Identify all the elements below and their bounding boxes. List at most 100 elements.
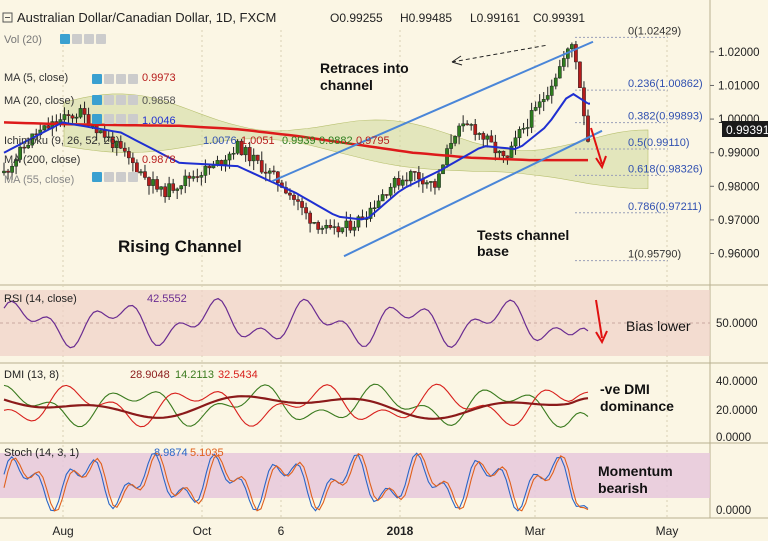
add-icon[interactable]: [116, 74, 126, 84]
dmi-plus-line: [3, 383, 589, 428]
candle-body: [6, 170, 10, 173]
candle-body: [485, 135, 490, 140]
candle-body: [255, 154, 260, 161]
price-tick-label: 0.99000: [718, 148, 760, 160]
candle-body: [199, 175, 204, 178]
fibonacci-levels: 0(1.02429) 0.236(1.00862) 0.382(0.99893) 0.…: [575, 25, 703, 262]
candle-body: [557, 66, 562, 79]
candle-body: [118, 141, 123, 149]
price-tick-label: 1.02000: [718, 47, 760, 59]
candle-body: [195, 176, 200, 178]
settings-icon[interactable]: [104, 114, 114, 124]
stoch-d-line: [3, 452, 589, 512]
add-icon[interactable]: [116, 95, 126, 105]
close-icon[interactable]: [128, 172, 138, 182]
candle-body: [453, 136, 457, 144]
close-icon[interactable]: [128, 74, 138, 84]
ma200-label: MA (200, close): [4, 154, 80, 166]
add-icon[interactable]: [84, 34, 94, 44]
chart-title: Australian Dollar/Canadian Dollar, 1D, F…: [17, 10, 276, 25]
ohlc-low: L0.99161: [470, 11, 520, 25]
ma5-value: 0.9973: [142, 72, 176, 84]
candle-body: [384, 194, 389, 196]
rsi-arrow-head: [595, 330, 608, 345]
time-tick-label: Mar: [525, 524, 546, 538]
ma20-label: MA (20, close): [4, 95, 74, 107]
candle-body: [151, 179, 155, 186]
settings-icon[interactable]: [72, 34, 82, 44]
annotation-tests-base: Tests channel base: [477, 227, 569, 259]
candle-body: [429, 181, 433, 183]
candle-body: [179, 185, 184, 190]
candle-body: [207, 165, 212, 169]
ma55-label: MA (55, close): [4, 174, 74, 186]
candle-body: [78, 108, 83, 118]
candle-body: [159, 186, 163, 190]
ohlc-close: C0.99391: [533, 11, 585, 25]
candle-body: [191, 176, 196, 179]
candle-body: [10, 165, 14, 173]
candle-body: [404, 179, 409, 182]
settings-icon[interactable]: [104, 95, 114, 105]
ichimoku-v2: 1.0051: [241, 135, 275, 147]
annotation-retraces: Retraces into channel: [320, 60, 409, 93]
fib-level-label: 0.382(0.99893): [628, 111, 703, 123]
annotation-rising-channel: Rising Channel: [118, 237, 242, 256]
channel-upper-line: [271, 40, 594, 183]
add-icon[interactable]: [116, 114, 126, 124]
time-tick-label: Aug: [52, 524, 73, 538]
collapse-icon[interactable]: [2, 12, 13, 23]
stoch-d-value: 5.1035: [190, 447, 224, 459]
add-icon[interactable]: [116, 172, 126, 182]
candle-body: [122, 147, 127, 152]
eye-icon[interactable]: [92, 74, 102, 84]
candle-body: [18, 146, 22, 160]
candle-body: [263, 171, 268, 174]
candle-body: [513, 137, 518, 147]
ohlc-high: H0.99485: [400, 11, 452, 25]
fib-level-label: 1(0.95790): [628, 249, 681, 261]
candle-body: [433, 181, 437, 188]
settings-icon[interactable]: [104, 74, 114, 84]
candle-body: [46, 125, 51, 129]
candle-body: [215, 160, 220, 165]
candle-body: [469, 124, 474, 126]
close-icon[interactable]: [128, 114, 138, 124]
dmi-tick-label: 40.0000: [716, 376, 758, 388]
eye-icon[interactable]: [60, 34, 70, 44]
dmi-pane: 40.0000 20.0000 0.0000: [3, 376, 758, 444]
close-icon[interactable]: [128, 95, 138, 105]
candle-body: [541, 99, 546, 103]
candle-body: [545, 95, 550, 100]
eye-icon[interactable]: [92, 95, 102, 105]
candle-body: [570, 44, 574, 50]
candle-body: [308, 212, 312, 224]
candle-body: [203, 165, 208, 176]
stoch-tick-label: 0.0000: [716, 505, 751, 517]
dmi-title: DMI (13, 8): [4, 369, 59, 381]
dashed-arrow-head: [451, 55, 463, 66]
candle-body: [477, 133, 482, 135]
candle-body: [578, 61, 582, 89]
channel-lower-line: [343, 129, 603, 258]
close-icon[interactable]: [96, 34, 106, 44]
ma-extra-value: 1.0046: [142, 115, 176, 127]
eye-icon[interactable]: [92, 172, 102, 182]
candle-body: [553, 77, 558, 87]
candle-body: [316, 222, 321, 230]
fib-level-label: 0(1.02429): [628, 25, 681, 37]
candle-body: [352, 226, 357, 231]
candle-body: [505, 155, 510, 158]
dmi-minus-value: 32.5434: [218, 369, 258, 381]
candle-body: [320, 227, 325, 230]
eye-icon[interactable]: [92, 114, 102, 124]
ma20-line: [3, 92, 589, 221]
ichimoku-cloud-band: [63, 93, 649, 189]
candle-body: [425, 182, 429, 185]
candle-body: [574, 44, 578, 63]
candle-body: [147, 177, 151, 186]
time-tick-label: 6: [278, 524, 285, 538]
candle-body: [62, 114, 67, 120]
ma200-line: [3, 121, 588, 162]
settings-icon[interactable]: [104, 172, 114, 182]
